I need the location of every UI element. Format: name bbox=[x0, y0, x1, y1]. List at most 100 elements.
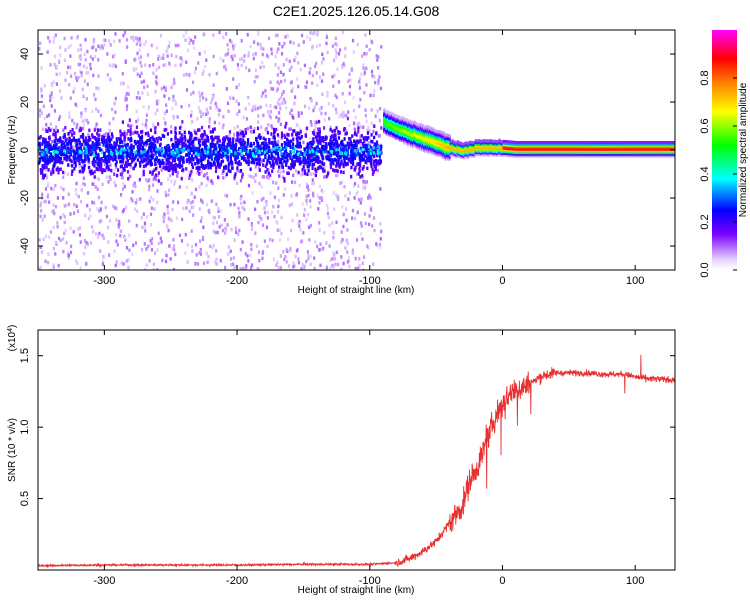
spectrogram-cell bbox=[82, 138, 85, 143]
spectrogram-cell bbox=[220, 160, 223, 164]
spectrogram-cell bbox=[198, 185, 201, 189]
spectrogram-cell bbox=[179, 63, 182, 67]
spectrogram-cell bbox=[170, 85, 173, 90]
spectrogram-cell bbox=[186, 243, 189, 247]
spectrogram-cell bbox=[144, 122, 148, 127]
spectrogram-cell bbox=[378, 154, 381, 159]
spectrogram-cell bbox=[119, 229, 122, 234]
spectrogram-cell bbox=[67, 131, 70, 136]
spectrogram-cell bbox=[156, 200, 159, 205]
spectrogram-cell bbox=[203, 144, 207, 148]
spectrogram-cell bbox=[156, 173, 159, 178]
spectrogram-cell bbox=[52, 145, 55, 150]
spectrogram-cell bbox=[312, 137, 315, 141]
spectrogram-cell bbox=[97, 195, 101, 200]
spectrogram-cell bbox=[249, 129, 253, 134]
spectrogram-cell bbox=[246, 144, 249, 148]
spectrogram-cell bbox=[61, 145, 64, 150]
spectrogram-cell bbox=[86, 203, 89, 208]
spectrogram-cell bbox=[265, 127, 268, 131]
spectrogram-cell bbox=[309, 96, 312, 101]
spectrogram-cell bbox=[277, 165, 281, 169]
spectrogram-cell bbox=[127, 265, 130, 270]
spectrogram-cell bbox=[103, 168, 106, 173]
spectrogram-cell bbox=[116, 173, 119, 178]
spectrogram-cell bbox=[69, 158, 72, 163]
spectrogram-cell bbox=[266, 158, 269, 163]
spectrogram-cell bbox=[181, 168, 184, 173]
spectrogram-cell bbox=[326, 155, 329, 160]
spectrogram-cell bbox=[159, 56, 163, 60]
spectrogram-cell bbox=[55, 82, 59, 86]
spectrogram-cell bbox=[195, 156, 198, 160]
spectrogram-cell bbox=[104, 131, 108, 136]
spectrogram-cell bbox=[315, 101, 318, 106]
spectrogram-cell bbox=[184, 232, 187, 237]
spectrogram-cell bbox=[62, 175, 65, 179]
spectrogram-cell bbox=[79, 126, 82, 131]
spectrogram-cell bbox=[188, 209, 191, 214]
spectrogram-cell bbox=[313, 30, 316, 35]
spectrogram-cell bbox=[289, 111, 292, 115]
spectrogram-cell bbox=[185, 72, 188, 77]
spectrogram-cell bbox=[227, 149, 230, 153]
spectrogram-cell bbox=[109, 177, 112, 181]
spectrogram-cell bbox=[95, 107, 98, 111]
spectrogram-cell bbox=[127, 129, 130, 133]
spectrogram-cell bbox=[216, 230, 219, 235]
spectrogram-cell bbox=[110, 154, 113, 158]
spectrogram-cell bbox=[252, 52, 255, 57]
spectrogram-cell bbox=[269, 104, 272, 108]
spectrogram-cell bbox=[377, 78, 380, 83]
spectrogram-cell bbox=[96, 162, 99, 167]
spectrogram-cell bbox=[106, 145, 110, 149]
spectrogram-cell bbox=[43, 173, 47, 178]
spectrogram-cell bbox=[335, 110, 338, 115]
spectrogram-cell bbox=[116, 243, 119, 247]
spectrogram-cell bbox=[309, 37, 312, 41]
spectrogram-cell bbox=[260, 159, 263, 164]
spectrogram-cell bbox=[209, 244, 212, 249]
spectrogram-cell bbox=[186, 48, 189, 53]
spectrogram-cell bbox=[141, 91, 144, 95]
spectrogram-cell bbox=[206, 176, 209, 180]
spectrogram-cell bbox=[181, 144, 184, 149]
spectrogram-cell bbox=[376, 163, 379, 167]
spectrogram-cell bbox=[125, 159, 128, 163]
spectrogram-cell bbox=[218, 108, 221, 113]
spectrogram-cell bbox=[230, 262, 233, 267]
spectrogram-cell bbox=[317, 140, 320, 145]
spectrogram-cell bbox=[143, 150, 146, 154]
spectrogram-cell bbox=[149, 212, 153, 217]
spectrogram-cell bbox=[53, 35, 56, 40]
spectrogram-cell bbox=[92, 160, 95, 165]
spectrogram-cell bbox=[359, 201, 362, 205]
spectrogram-cell bbox=[343, 53, 346, 58]
spectrogram-cell bbox=[260, 151, 263, 156]
spectrogram-cell bbox=[68, 155, 71, 159]
spectrogram-cell bbox=[321, 92, 324, 97]
spectrogram-cell bbox=[100, 44, 103, 48]
spectrogram-cell bbox=[100, 156, 103, 161]
spectrogram-cell bbox=[156, 140, 159, 144]
spectrogram-cell bbox=[262, 64, 265, 69]
spectrogram-cell bbox=[203, 32, 206, 37]
spectrogram-cell bbox=[334, 137, 337, 141]
spectrogram-cell bbox=[314, 173, 317, 178]
spectrogram-cell bbox=[152, 142, 155, 146]
spectrogram-cell bbox=[309, 158, 312, 163]
spectrogram-cell bbox=[202, 96, 205, 100]
spectrogram-cell bbox=[119, 129, 122, 133]
spectrogram-cell bbox=[108, 139, 111, 144]
spectrogram-cell bbox=[325, 241, 328, 245]
spectrogram-cell bbox=[170, 218, 173, 223]
spectrogram-cell bbox=[134, 200, 138, 205]
spectrogram-cell bbox=[148, 64, 151, 68]
spectrogram-cell bbox=[146, 139, 149, 143]
spectrogram-cell bbox=[387, 110, 390, 114]
spectrogram-cell bbox=[109, 143, 113, 148]
spectrogram-cell bbox=[196, 128, 200, 132]
spectrogram-cell bbox=[335, 250, 338, 255]
spectrogram-cell bbox=[296, 139, 299, 144]
spectrogram-cell bbox=[361, 155, 364, 160]
